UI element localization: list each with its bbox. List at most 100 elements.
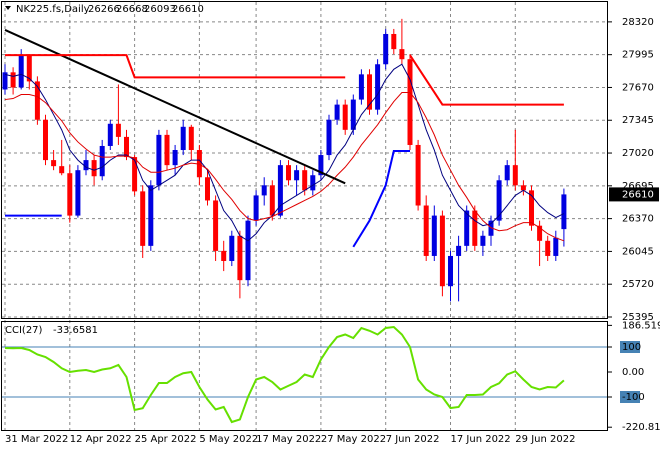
candle-body — [407, 59, 413, 145]
candle-body — [140, 191, 146, 246]
current-price-box — [609, 187, 659, 202]
x-tick-label: 17 Jun 2022 — [451, 434, 511, 445]
candle-body — [172, 150, 178, 166]
x-tick-label: 31 Mar 2022 — [5, 434, 68, 445]
candle-body — [180, 126, 186, 151]
candle-body — [439, 215, 445, 287]
candle-body — [561, 194, 567, 230]
y-tick-label: 26695 — [622, 181, 654, 192]
candle-body — [99, 145, 105, 177]
candle-body — [10, 72, 16, 88]
candle-body — [383, 33, 389, 65]
cci-value: -33.6581 — [53, 325, 98, 336]
level-label-box — [620, 341, 640, 353]
candle-body — [375, 64, 381, 110]
candle-body — [358, 74, 364, 100]
candle-body — [529, 190, 534, 226]
candle-body — [512, 165, 518, 186]
candle-body — [124, 136, 129, 158]
y-tick-label: 26370 — [622, 214, 654, 225]
candle-body — [286, 165, 291, 181]
x-tick-label: 29 Jun 2022 — [515, 434, 575, 445]
candle-body — [59, 166, 65, 174]
candle-body — [107, 123, 113, 146]
candle-body — [132, 157, 138, 192]
candle-body — [221, 250, 227, 261]
candle-body — [302, 170, 308, 191]
candle-body — [310, 175, 316, 191]
symbol-title: NK225.fs,Daily — [16, 4, 90, 15]
last-open: 26266 — [88, 4, 120, 15]
candle-body — [205, 177, 210, 201]
candle-body — [91, 160, 97, 177]
candle-body — [553, 237, 559, 256]
candle-body — [496, 180, 502, 221]
candle-body — [391, 33, 397, 50]
moving-average — [4, 92, 565, 242]
candle-body — [367, 74, 372, 110]
moving-average — [4, 63, 565, 242]
y-tick-label: 26045 — [622, 246, 654, 257]
candle-body — [342, 104, 348, 130]
candle-body — [261, 185, 267, 196]
candle-body — [164, 134, 170, 166]
indicator-line — [409, 54, 564, 106]
candle-body — [2, 72, 8, 90]
y-tick-label: 25720 — [622, 279, 654, 290]
candle-body — [504, 165, 510, 181]
candle-body — [75, 170, 81, 216]
candle-body — [326, 119, 332, 156]
candle-body — [196, 150, 202, 178]
candle-body — [51, 160, 57, 167]
candle-body — [456, 245, 462, 256]
candle-body — [213, 200, 219, 251]
candle-body — [26, 55, 32, 82]
x-tick-label: 5 May 2022 — [199, 434, 258, 445]
candle-body — [423, 205, 429, 256]
y-tick-label: -220.811 — [622, 422, 660, 433]
x-tick-label: 17 May 2022 — [256, 434, 321, 445]
y-tick-label: 25395 — [622, 312, 654, 323]
y-tick-label: 100 — [622, 342, 641, 353]
y-tick-label: 186.5198 — [622, 320, 660, 331]
candle-body — [237, 235, 243, 281]
candle-body — [269, 185, 275, 216]
y-tick-label: 28320 — [622, 17, 654, 28]
candle-body — [334, 104, 340, 120]
current-price-label: 26610 — [622, 189, 654, 200]
candle-body — [83, 160, 89, 171]
candle-body — [34, 81, 40, 120]
candle-body — [245, 220, 251, 281]
candle-body — [545, 240, 551, 256]
candle-body — [399, 49, 405, 60]
y-tick-label: 27670 — [622, 82, 654, 93]
candle-body — [294, 170, 300, 181]
candle-body — [18, 55, 24, 88]
x-tick-label: 27 May 2022 — [321, 434, 386, 445]
last-close: 26610 — [172, 4, 204, 15]
cci-line — [4, 325, 565, 424]
level-label-box — [620, 391, 640, 403]
candle-body — [115, 123, 121, 137]
main-frame — [1, 1, 608, 319]
cci-title: CCI(27) — [5, 325, 43, 336]
candle-body — [67, 173, 73, 216]
candle-body — [229, 235, 235, 261]
menu-icon — [5, 6, 11, 10]
candle-body — [156, 134, 162, 186]
candle-body — [318, 155, 324, 176]
candle-body — [464, 210, 470, 246]
candle-body — [448, 255, 453, 287]
candle-body — [480, 235, 486, 246]
candle-body — [253, 195, 259, 221]
last-low: 26093 — [144, 4, 176, 15]
candle-body — [472, 210, 478, 246]
indicator-line — [5, 54, 346, 79]
x-tick-label: 12 Apr 2022 — [70, 434, 132, 445]
y-tick-label: 27995 — [622, 50, 654, 61]
cci-frame — [1, 321, 608, 431]
y-tick-label: 27020 — [622, 148, 654, 159]
